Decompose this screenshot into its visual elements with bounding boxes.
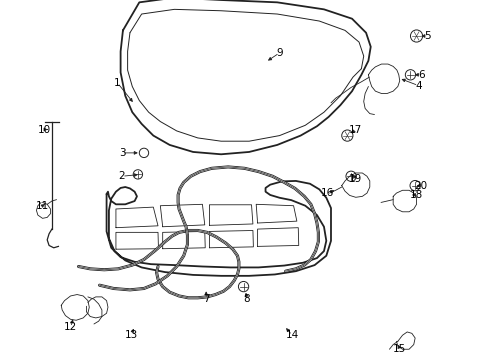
Text: 12: 12 <box>64 322 77 332</box>
Text: 5: 5 <box>424 31 430 41</box>
Text: 7: 7 <box>203 294 209 304</box>
Text: 2: 2 <box>119 171 125 181</box>
Text: 6: 6 <box>417 70 424 80</box>
Text: 14: 14 <box>285 330 298 340</box>
Text: 9: 9 <box>276 48 282 58</box>
Text: 16: 16 <box>321 188 334 198</box>
Text: 10: 10 <box>38 125 51 135</box>
Text: 17: 17 <box>348 125 362 135</box>
Text: 18: 18 <box>409 190 422 200</box>
Text: 11: 11 <box>36 201 49 211</box>
Text: 20: 20 <box>414 181 427 190</box>
Text: 4: 4 <box>414 81 421 91</box>
Text: 8: 8 <box>243 294 250 304</box>
Text: 3: 3 <box>119 148 125 158</box>
Text: 1: 1 <box>114 78 121 88</box>
Text: 15: 15 <box>392 344 406 354</box>
Text: 19: 19 <box>348 174 362 184</box>
Text: 13: 13 <box>124 330 138 340</box>
